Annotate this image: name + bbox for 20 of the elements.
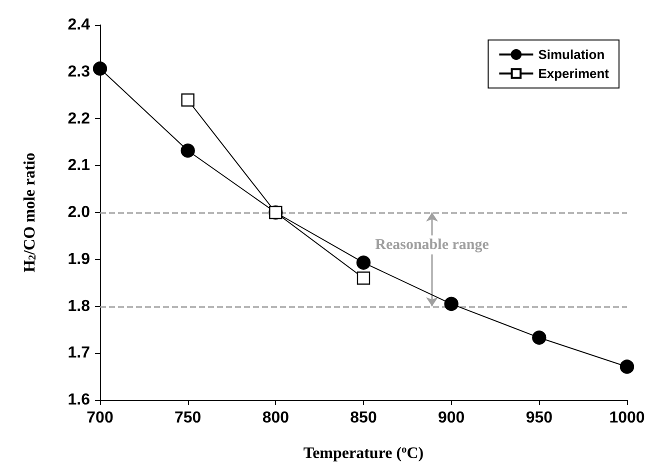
x-tick-label: 850 xyxy=(350,410,377,426)
y-tick-label: 1.7 xyxy=(68,344,90,362)
x-tick-label: 1000 xyxy=(609,410,645,426)
annotation: Reasonable range xyxy=(375,236,490,253)
y-tick-label: 1.9 xyxy=(68,250,90,268)
x-tick-label: 950 xyxy=(526,410,553,426)
y-tick-label: 2.3 xyxy=(68,63,90,80)
y-tick-label: 2.1 xyxy=(68,157,90,174)
y-tick-label: 1.8 xyxy=(68,298,90,315)
y-tick-label: 2.2 xyxy=(68,110,90,128)
y-axis-title: H2/CO mole ratio xyxy=(22,152,38,272)
legend-label: Simulation xyxy=(538,47,605,62)
x-tick-label: 800 xyxy=(262,410,290,426)
x-tick-label: 750 xyxy=(174,410,202,426)
y-tick-label: 2.4 xyxy=(68,16,90,34)
y-tick-label: 2.0 xyxy=(68,204,90,221)
x-tick-label: 900 xyxy=(438,410,465,426)
y-tick-label: 1.6 xyxy=(68,392,90,408)
x-tick-label: 700 xyxy=(86,410,114,426)
legend-label: Experiment xyxy=(538,66,610,81)
